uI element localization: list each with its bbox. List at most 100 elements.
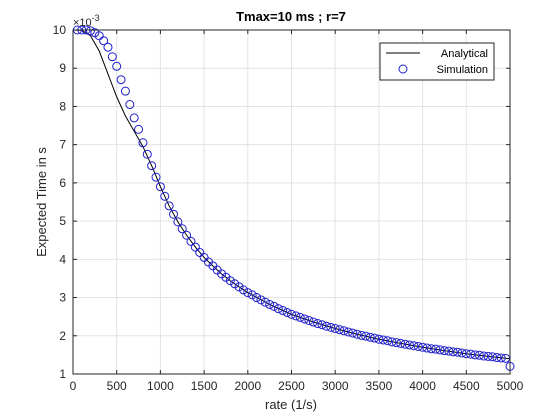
x-tick-label: 3000 xyxy=(322,379,349,393)
simulation-point xyxy=(409,341,419,351)
analytical-series xyxy=(72,29,511,360)
simulation-point xyxy=(278,306,288,316)
simulation-point xyxy=(470,350,480,360)
legend: Analytical Simulation xyxy=(379,42,495,81)
simulation-point xyxy=(400,339,410,349)
simulation-point xyxy=(282,307,292,317)
simulation-point xyxy=(474,350,484,360)
simulation-series xyxy=(72,25,515,371)
simulation-point xyxy=(190,242,200,252)
simulation-point xyxy=(269,301,279,311)
simulation-point xyxy=(317,320,327,330)
simulation-point xyxy=(492,353,502,363)
simulation-point xyxy=(496,353,506,363)
simulation-point xyxy=(155,182,165,192)
y-tick-label: 9 xyxy=(59,61,66,75)
simulation-point xyxy=(169,209,179,219)
simulation-point xyxy=(431,344,441,354)
x-tick-label: 2500 xyxy=(278,379,305,393)
simulation-point xyxy=(413,341,423,351)
legend-analytical-label: Analytical xyxy=(441,48,488,60)
simulation-point xyxy=(295,312,305,322)
simulation-point xyxy=(439,346,449,356)
simulation-point xyxy=(348,328,358,338)
simulation-point xyxy=(252,293,262,303)
simulation-point xyxy=(260,297,270,307)
simulation-point xyxy=(457,348,467,358)
simulation-point xyxy=(453,347,463,357)
simulation-point xyxy=(356,330,366,340)
y-axis-label: Expected Time in s xyxy=(34,147,49,257)
x-tick-labels: 0 500 1000 1500 2000 2500 3000 3500 4000 4500 5000 xyxy=(70,379,524,393)
axis-ticks xyxy=(72,29,511,375)
simulation-point xyxy=(134,124,144,134)
simulation-point xyxy=(488,352,498,362)
y-tick-label: 2 xyxy=(59,329,66,343)
simulation-point xyxy=(396,338,406,348)
simulation-point xyxy=(182,230,192,240)
y-exponent: ×10-3 xyxy=(73,13,100,29)
simulation-point xyxy=(164,201,174,211)
simulation-point xyxy=(466,349,476,359)
simulation-point xyxy=(387,337,397,347)
x-tick-label: 0 xyxy=(70,379,77,393)
simulation-point xyxy=(461,349,471,359)
y-tick-label: 7 xyxy=(59,138,66,152)
simulation-point xyxy=(247,290,257,300)
simulation-point xyxy=(426,344,436,354)
y-tick-label: 3 xyxy=(59,291,66,305)
simulation-point xyxy=(243,288,253,298)
simulation-point xyxy=(335,325,345,335)
simulation-point xyxy=(85,26,95,36)
simulation-point xyxy=(313,319,323,329)
simulation-point xyxy=(444,346,454,356)
x-tick-label: 2000 xyxy=(234,379,261,393)
y-tick-labels: 1 2 3 4 5 6 7 8 9 10 xyxy=(53,23,67,381)
x-tick-label: 4000 xyxy=(409,379,436,393)
simulation-point xyxy=(173,217,183,227)
simulation-point xyxy=(374,334,384,344)
simulation-point xyxy=(361,331,371,341)
simulation-point xyxy=(378,335,388,345)
simulation-point xyxy=(326,322,336,332)
simulation-point xyxy=(103,42,113,52)
y-tick-label: 8 xyxy=(59,99,66,113)
simulation-point xyxy=(265,299,275,309)
simulation-point xyxy=(300,314,310,324)
x-tick-label: 500 xyxy=(107,379,127,393)
simulation-point xyxy=(448,347,458,357)
simulation-point xyxy=(321,321,331,331)
simulation-point xyxy=(238,285,248,295)
x-tick-label: 1500 xyxy=(191,379,218,393)
legend-simulation-marker xyxy=(398,64,408,74)
simulation-point xyxy=(116,75,126,85)
simulation-point xyxy=(273,304,283,314)
x-tick-label: 1000 xyxy=(147,379,174,393)
simulation-point xyxy=(142,149,152,159)
simulation-point xyxy=(383,336,393,346)
simulation-point xyxy=(339,326,349,336)
simulation-point xyxy=(177,224,187,234)
simulation-point xyxy=(99,36,109,46)
legend-simulation-label: Simulation xyxy=(437,64,488,76)
simulation-point xyxy=(120,86,130,96)
y-tick-label: 1 xyxy=(59,367,66,381)
simulation-point xyxy=(147,161,157,171)
simulation-point xyxy=(151,172,161,182)
simulation-point xyxy=(365,332,375,342)
chart-title: Tmax=10 ms ; r=7 xyxy=(236,9,346,24)
simulation-point xyxy=(404,340,414,350)
simulation-point xyxy=(138,138,148,148)
simulation-point xyxy=(160,191,170,201)
simulation-point xyxy=(287,309,296,319)
simulation-point xyxy=(352,329,362,339)
y-tick-label: 6 xyxy=(59,176,66,190)
y-tick-label: 4 xyxy=(59,252,66,266)
simulation-point xyxy=(391,338,401,348)
x-tick-label: 3500 xyxy=(366,379,393,393)
x-tick-label: 5000 xyxy=(497,379,524,393)
simulation-point xyxy=(483,351,493,361)
simulation-point xyxy=(129,113,139,123)
simulation-point xyxy=(291,311,301,321)
